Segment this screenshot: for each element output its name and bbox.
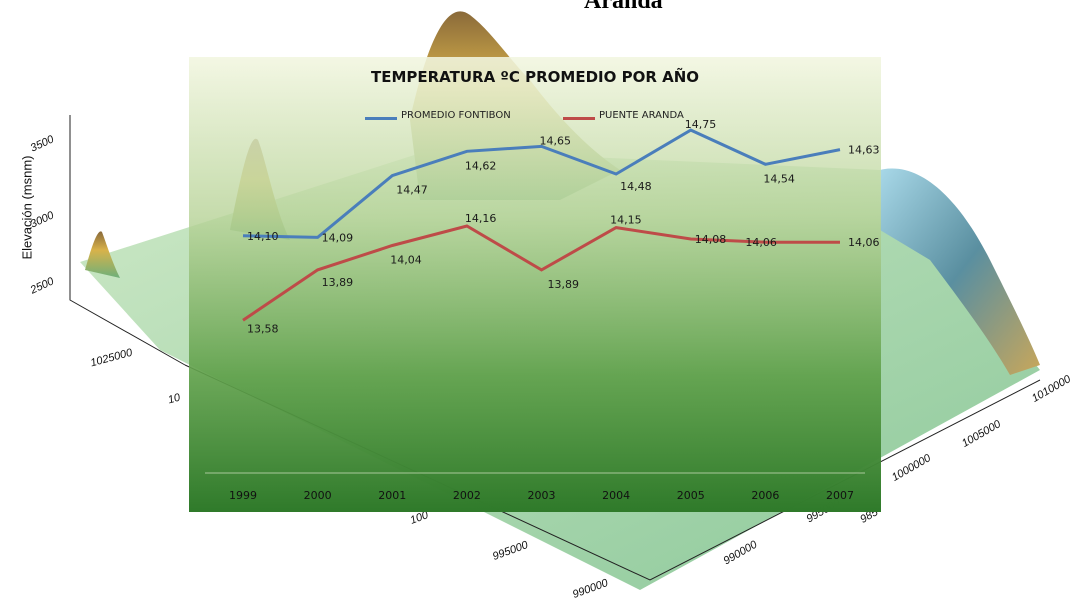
x-tick-label-2002: 2002 bbox=[453, 489, 481, 502]
series-line-fontibon bbox=[242, 128, 841, 239]
x-tick-label-1999: 1999 bbox=[229, 489, 257, 502]
x-tick-label-2000: 2000 bbox=[304, 489, 332, 502]
data-label-puente-aranda-2004: 14,15 bbox=[610, 214, 642, 227]
data-label-puente-aranda-2000: 13,89 bbox=[322, 276, 354, 289]
x-tick-label-2006: 2006 bbox=[751, 489, 779, 502]
x-tick-label-2005: 2005 bbox=[677, 489, 705, 502]
x-tick-label-2004: 2004 bbox=[602, 489, 630, 502]
data-label-puente-aranda-1999: 13,58 bbox=[247, 322, 279, 335]
data-label-fontibon-2005: 14,75 bbox=[685, 118, 717, 131]
legend-label-puente-aranda: PUENTE ARANDA bbox=[599, 110, 684, 121]
data-label-fontibon-2006: 14,54 bbox=[763, 172, 795, 185]
data-label-fontibon-2002: 14,62 bbox=[465, 159, 497, 172]
background-caption: Aranda bbox=[584, 0, 663, 14]
data-label-fontibon-2003: 14,65 bbox=[540, 134, 572, 147]
chart-title: TEMPERATURA ºC PROMEDIO POR AÑO bbox=[370, 68, 700, 86]
data-label-fontibon-2001: 14,47 bbox=[396, 184, 428, 197]
x-tick-label-2001: 2001 bbox=[378, 489, 406, 502]
data-label-puente-aranda-2007: 14,06 bbox=[848, 236, 880, 249]
elevation-axis-label: Elevación (msnm) bbox=[19, 155, 35, 260]
data-label-puente-aranda-2002: 14,16 bbox=[465, 212, 497, 225]
legend-label-fontibon: PROMEDIO FONTIBON bbox=[401, 110, 511, 121]
series-line-puente-aranda bbox=[242, 224, 840, 322]
chart-plot-area: 14,10 14,09 14,47 14,62 14,65 14,48 14,75 14,54… bbox=[189, 57, 881, 512]
x-tick-label-2007: 2007 bbox=[826, 489, 854, 502]
data-label-fontibon-2000: 14,09 bbox=[322, 231, 354, 244]
data-label-puente-aranda-2006: 14,06 bbox=[745, 236, 777, 249]
x-tick-label-2003: 2003 bbox=[528, 489, 556, 502]
legend-swatch-fontibon bbox=[365, 117, 397, 120]
data-label-puente-aranda-2003: 13,89 bbox=[548, 278, 580, 291]
data-label-puente-aranda-2001: 14,04 bbox=[390, 254, 422, 267]
data-label-fontibon-1999: 14,10 bbox=[247, 230, 279, 243]
temperature-chart: 14,10 14,09 14,47 14,62 14,65 14,48 14,75 14,54… bbox=[189, 57, 881, 512]
chart-background bbox=[189, 57, 881, 512]
data-label-puente-aranda-2005: 14,08 bbox=[695, 233, 727, 246]
data-label-fontibon-2007: 14,63 bbox=[848, 144, 880, 157]
legend-swatch-puente-aranda bbox=[563, 117, 595, 120]
data-label-fontibon-2004: 14,48 bbox=[620, 180, 652, 193]
